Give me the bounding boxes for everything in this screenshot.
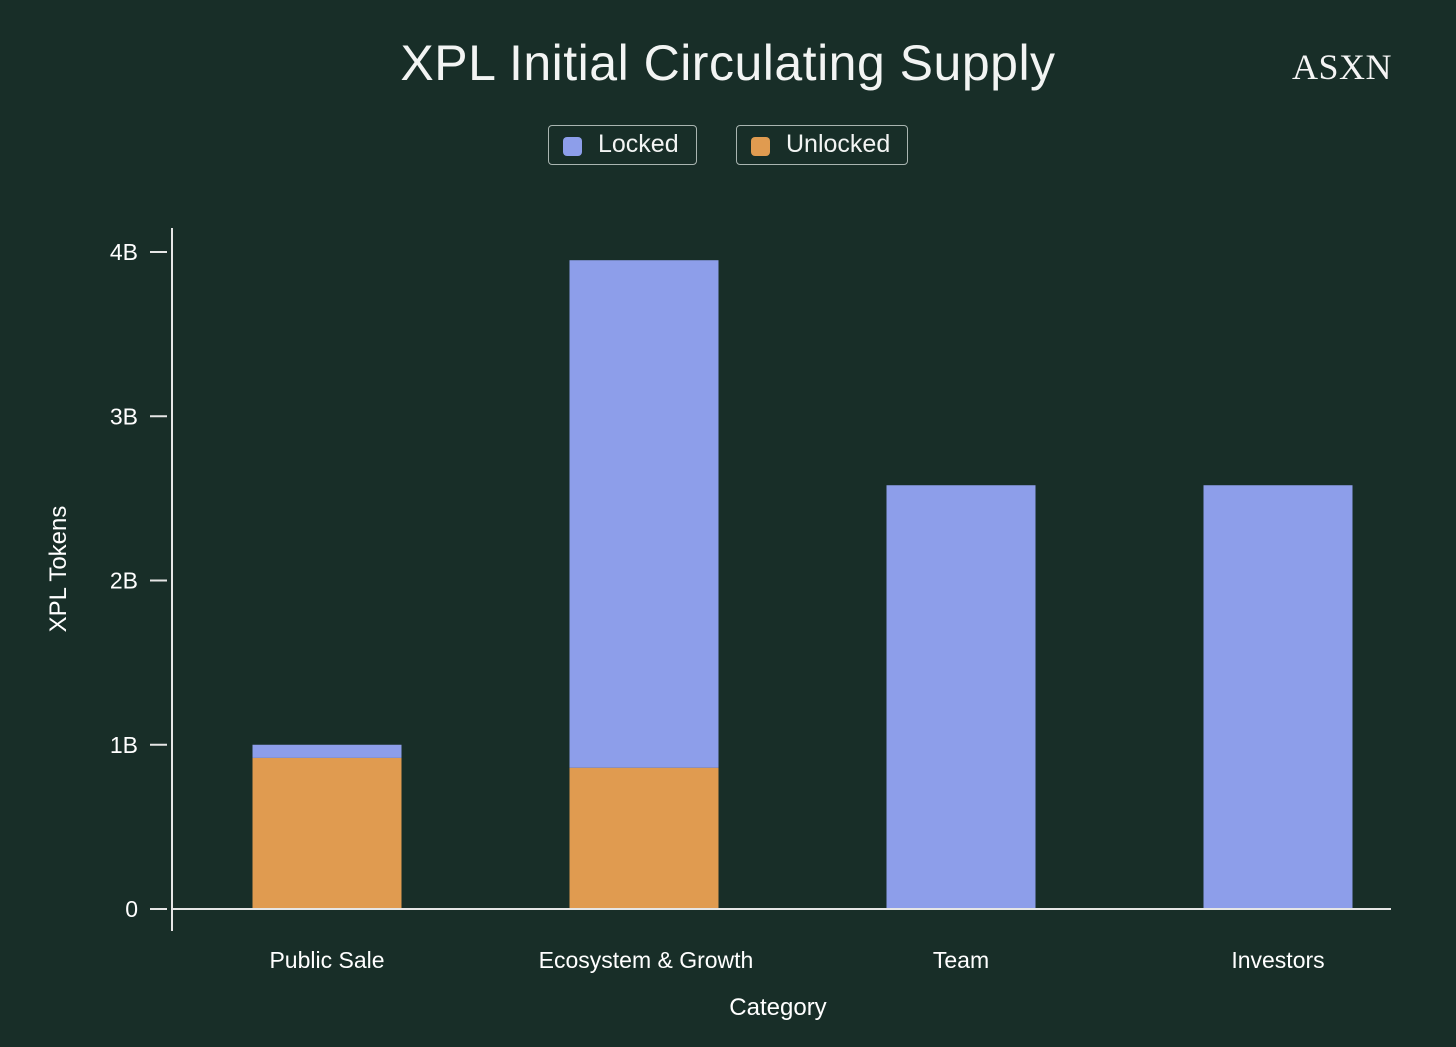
legend-swatch-locked (563, 137, 582, 156)
legend-swatch-unlocked (751, 137, 770, 156)
x-tick-label: Team (933, 947, 989, 973)
legend: Locked Unlocked (0, 125, 1456, 167)
legend-item-locked[interactable]: Locked (548, 125, 697, 165)
bar-public-sale-locked (252, 744, 402, 758)
x-tick-label: Investors (1231, 947, 1324, 973)
ticks-group: Public Sale Ecosystem & Growth Team Investo… (110, 239, 1325, 973)
y-tick-label: 0 (125, 896, 138, 922)
legend-item-unlocked[interactable]: Unlocked (736, 125, 908, 165)
x-tick-label: Public Sale (269, 947, 384, 973)
axes-group (171, 228, 1391, 931)
bars-group (252, 260, 1353, 909)
y-tick-label: 4B (110, 239, 138, 265)
bar-team-locked (886, 485, 1036, 909)
legend-label-locked: Locked (598, 130, 679, 158)
y-tick-label: 2B (110, 568, 138, 594)
brand-logo: ASXN (1292, 47, 1393, 87)
x-axis-title: Category (729, 994, 826, 1021)
legend-label-unlocked: Unlocked (786, 130, 891, 158)
bar-ecosystem-growth-unlocked (569, 767, 719, 909)
bar-investors-locked (1203, 485, 1353, 909)
y-tick-label: 1B (110, 732, 138, 758)
bar-ecosystem-growth-locked (569, 260, 719, 768)
x-tick-label: Ecosystem & Growth (539, 947, 754, 973)
y-tick-label: 3B (110, 403, 138, 429)
chart-title: XPL Initial Circulating Supply (400, 35, 1056, 91)
bar-public-sale-unlocked (252, 757, 402, 909)
y-axis-title: XPL Tokens (45, 506, 72, 633)
